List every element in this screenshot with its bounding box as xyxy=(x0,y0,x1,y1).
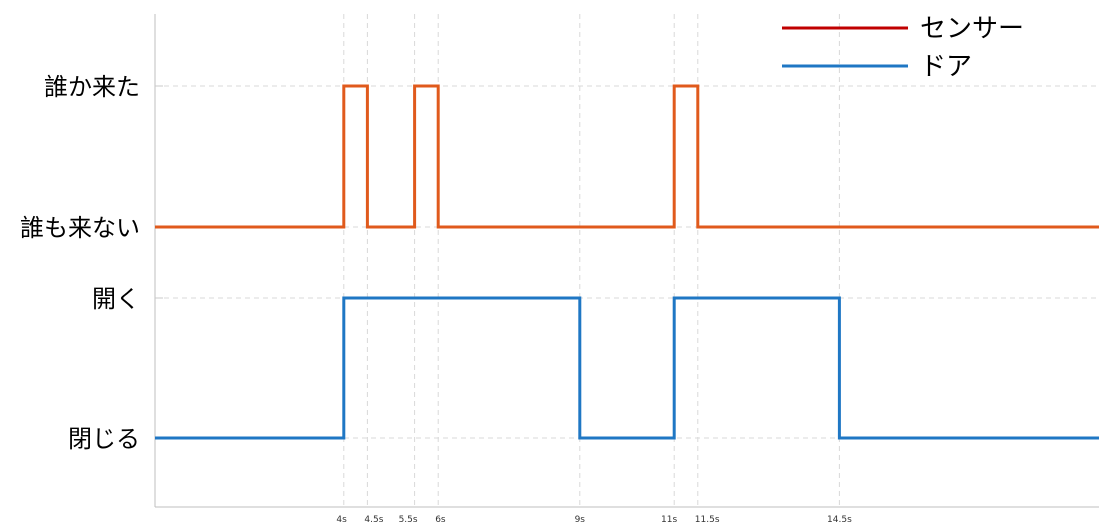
x-tick-label: 6s xyxy=(435,515,446,525)
legend-label: センサー xyxy=(920,14,1024,44)
x-tick-label: 14.5s xyxy=(827,515,852,525)
legend-label: ドア xyxy=(920,52,972,82)
x-tick-label: 4.5s xyxy=(364,515,383,525)
signal-series xyxy=(155,84,1099,440)
y-level-label: 誰か来た xyxy=(44,73,140,101)
x-tick-label: 11.5s xyxy=(695,515,720,525)
y-level-label: 誰も来ない xyxy=(20,214,140,242)
axis-layer xyxy=(154,14,1099,508)
grid-layer xyxy=(155,14,1099,507)
series-line-door xyxy=(155,296,1099,440)
y-level-label: 開く xyxy=(92,285,140,313)
x-tick-label: 9s xyxy=(575,515,586,525)
x-tick-label: 4s xyxy=(336,515,347,525)
y-level-label: 閉じる xyxy=(68,425,140,453)
x-tick-labels: 4s 4.5s 5.5s 6s 9s 11s 11.5s 14.5s xyxy=(336,515,852,525)
x-tick-label: 5.5s xyxy=(399,515,418,525)
series-line-sensor xyxy=(155,84,1099,229)
x-tick-label: 11s xyxy=(661,515,677,525)
